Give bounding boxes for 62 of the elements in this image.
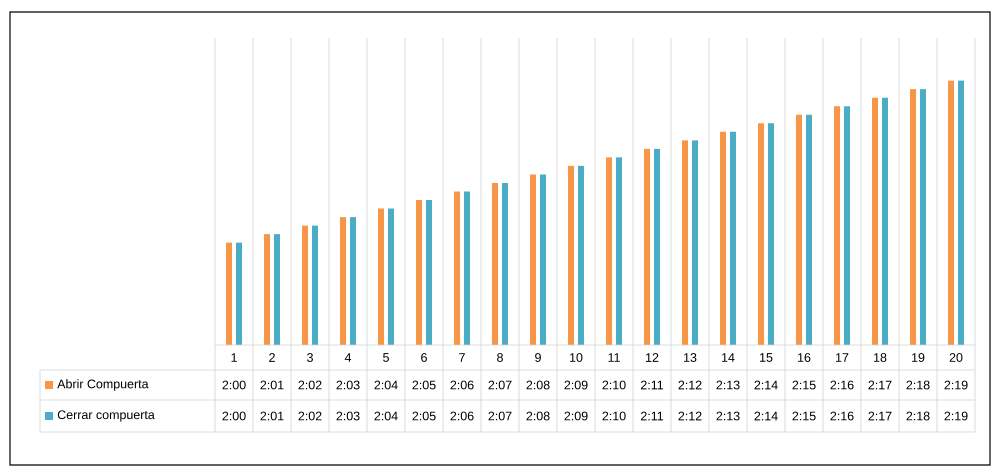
x-tick-label: 1 (232, 353, 237, 362)
data-label: 2:15 (792, 380, 816, 390)
data-label: 2:10 (602, 412, 626, 420)
data-label: 2:03 (336, 412, 360, 420)
x-tick-label: 12 (646, 353, 658, 362)
data-label: 2:01 (260, 380, 284, 390)
data-label: 2:18 (906, 412, 930, 420)
x-tick-label: 20 (950, 353, 962, 362)
legend-label: Cerrar compuerta (58, 410, 155, 422)
x-tick-label: 15 (760, 353, 772, 362)
data-label: 2:07 (488, 380, 512, 390)
data-label: 2:09 (564, 380, 588, 390)
data-label: 2:12 (678, 412, 702, 420)
x-tick-label: 4 (344, 353, 352, 362)
data-label: 2:11 (640, 380, 664, 390)
data-label: 2:10 (602, 380, 626, 390)
data-label: 2:00 (222, 380, 246, 390)
x-tick-label: 14 (722, 353, 735, 362)
data-label: 2:09 (564, 412, 588, 420)
data-label: 2:17 (868, 412, 892, 420)
data-label: 2:06 (450, 380, 474, 390)
data-label: 2:18 (906, 380, 930, 390)
x-tick-label: 3 (307, 353, 313, 362)
data-label: 2:08 (526, 412, 550, 420)
x-tick-label: 9 (535, 353, 541, 362)
data-label: 2:11 (640, 412, 664, 420)
data-label: 2:04 (374, 380, 398, 390)
data-label: 2:01 (260, 412, 284, 420)
x-tick-label: 17 (836, 353, 848, 362)
data-label: 2:00 (222, 412, 246, 420)
data-label: 2:15 (792, 412, 816, 420)
legend-label: Abrir Compuerta (57, 379, 149, 391)
x-tick-label: 13 (684, 353, 696, 362)
data-label: 2:14 (754, 412, 778, 420)
data-label: 2:19 (944, 380, 968, 390)
data-label: 2:06 (450, 412, 474, 420)
data-label: 2:13 (716, 380, 740, 390)
x-tick-label: 18 (874, 353, 886, 362)
data-label: 2:12 (678, 380, 702, 390)
data-label: 2:14 (754, 380, 778, 390)
x-tick-label: 19 (912, 353, 924, 362)
x-tick-label: 11 (608, 353, 620, 362)
x-tick-label: 5 (383, 353, 389, 362)
data-label: 2:03 (336, 380, 360, 390)
x-tick-label: 8 (497, 353, 503, 362)
data-label: 2:04 (374, 412, 398, 420)
data-label: 2:08 (526, 380, 550, 390)
data-label: 2:05 (412, 380, 436, 390)
data-label: 2:02 (298, 380, 322, 390)
data-label: 2:02 (298, 412, 322, 420)
data-label: 2:19 (944, 412, 968, 420)
data-label: 2:17 (868, 380, 892, 390)
x-tick-label: 10 (570, 353, 582, 362)
x-tick-label: 7 (459, 353, 465, 362)
x-tick-label: 16 (798, 353, 810, 362)
data-label: 2:13 (716, 412, 740, 420)
data-label: 2:16 (830, 380, 854, 390)
x-tick-label: 2 (269, 353, 275, 362)
x-tick-label: 6 (421, 353, 427, 362)
data-label: 2:07 (488, 412, 512, 420)
data-label: 2:05 (412, 412, 436, 420)
data-label: 2:16 (830, 412, 854, 420)
